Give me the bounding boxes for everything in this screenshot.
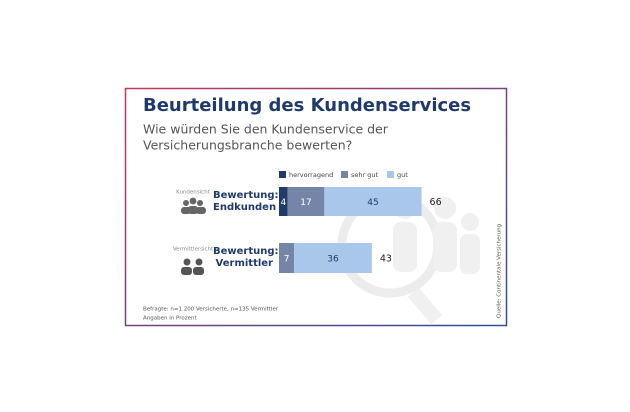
value-label: 7 <box>284 255 290 265</box>
value-label: 4 <box>280 198 286 208</box>
group-label: Vermittlersicht <box>173 247 214 253</box>
chart-title: Beurteilung des Kundenservices <box>143 95 471 116</box>
legend-swatch <box>387 171 394 178</box>
note: Befragte: n=1.200 Versicherte, n=135 Ver… <box>143 307 279 313</box>
value-label: 45 <box>367 198 378 208</box>
bar-segment <box>324 187 422 216</box>
value-label: 17 <box>300 198 311 208</box>
value-label: 36 <box>327 255 339 265</box>
bar-segment <box>287 187 325 216</box>
legend-swatch <box>279 171 286 178</box>
group-label: Kundensicht <box>176 190 211 196</box>
note: Angaben in Prozent <box>143 316 197 322</box>
icon-brokers <box>181 258 204 275</box>
subtitle: Wie würden Sie den Kundenservice der <box>143 122 389 137</box>
legend-label: gut <box>397 171 408 179</box>
bar-segment <box>294 243 372 273</box>
category-label: Bewertung: Endkunden <box>213 189 279 213</box>
subtitle: Versicherungsbranche bewerten? <box>143 138 352 153</box>
legend-label: sehr gut <box>351 171 378 179</box>
bar-segment <box>279 187 288 216</box>
legend-label: hervorragend <box>289 171 333 179</box>
total-label: 43 <box>380 254 392 265</box>
bar-segment <box>279 243 295 273</box>
legend-swatch <box>341 171 348 178</box>
icon-customers <box>181 197 206 214</box>
category-label: Bewertung: Vermittler <box>213 246 279 269</box>
total-label: 66 <box>430 197 442 208</box>
source: Quelle: Continentale Versicherung <box>497 224 503 318</box>
